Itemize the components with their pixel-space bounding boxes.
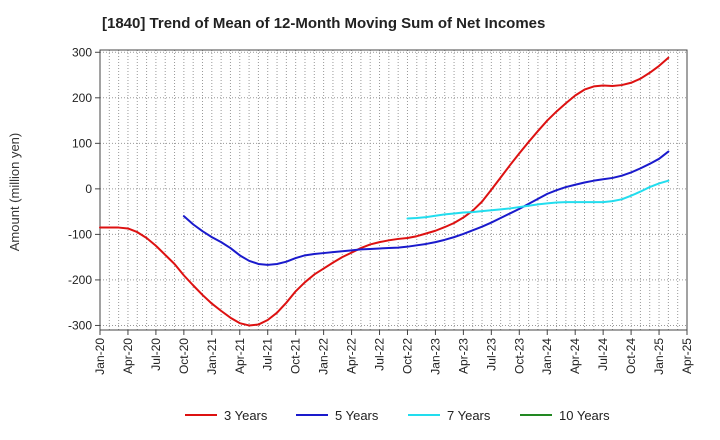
x-tick-label: Jan-20 [93,338,107,375]
legend: 3 Years 5 Years 7 Years 10 Years [185,408,610,423]
x-tick-label: Apr-20 [121,338,135,374]
series-line-5-years [182,150,670,266]
series-line-7-years [406,179,670,220]
legend-item: 7 Years [408,408,491,423]
x-tick-label: Jan-25 [652,338,666,375]
y-tick-label: 0 [85,182,92,196]
y-tick-label: 100 [72,136,92,150]
chart-title: [1840] Trend of Mean of 12-Month Moving … [102,15,546,32]
x-tick-label: Jan-21 [205,338,219,375]
x-tick-label: Jul-20 [149,338,163,371]
y-tick-label: 200 [72,91,92,105]
legend-item: 5 Years [296,408,379,423]
x-tick-label: Jul-22 [373,338,387,371]
x-tick-label: Apr-25 [680,338,694,374]
x-tick-label: Apr-23 [456,338,470,374]
x-tick-label: Oct-21 [289,338,303,374]
x-tick-label: Apr-24 [568,338,582,374]
x-axis-ticks: Jan-20 Apr-20 Jul-20 Oct-20 Jan-21 Apr-21 Jul-… [93,330,694,375]
x-tick-label: Oct-24 [624,338,638,374]
legend-label: 5 Years [335,408,379,423]
y-axis-title: Amount (million yen) [7,133,22,252]
x-tick-label: Jul-23 [484,338,498,371]
x-tick-label: Jan-22 [317,338,331,375]
x-tick-label: Jul-21 [261,338,275,371]
y-tick-label: -100 [68,227,92,241]
legend-item: 10 Years [520,408,610,423]
legend-item: 3 Years [185,408,268,423]
x-tick-label: Apr-21 [233,338,247,374]
series-lines [99,56,670,327]
legend-label: 3 Years [224,408,268,423]
x-tick-label: Oct-22 [400,338,414,374]
y-tick-label: 300 [72,45,92,59]
series-line-3-years [99,56,670,327]
y-tick-label: -300 [68,318,92,332]
x-tick-label: Jul-24 [596,338,610,371]
legend-label: 10 Years [559,408,610,423]
y-axis-ticks: 300 200 100 0 -100 -200 -300 [68,45,100,332]
x-tick-label: Jan-23 [428,338,442,375]
y-tick-label: -200 [68,273,92,287]
x-tick-label: Apr-22 [345,338,359,374]
x-tick-label: Oct-20 [177,338,191,374]
x-tick-label: Jan-24 [540,338,554,375]
x-tick-label: Oct-23 [512,338,526,374]
plot-area-frame [99,49,688,331]
legend-label: 7 Years [447,408,491,423]
grid-lines [100,50,687,330]
